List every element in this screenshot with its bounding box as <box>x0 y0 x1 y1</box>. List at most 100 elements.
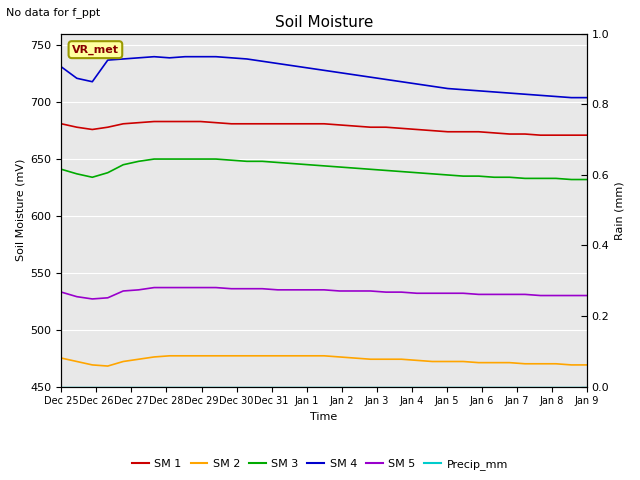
SM 2 <box>320 353 328 359</box>
Precip_mm <box>120 384 127 389</box>
SM 1 <box>135 120 143 126</box>
SM 5 <box>120 288 127 294</box>
Precip_mm <box>212 384 220 389</box>
SM 4 <box>135 55 143 60</box>
SM 3 <box>243 158 251 164</box>
Precip_mm <box>181 384 189 389</box>
SM 5 <box>521 291 529 297</box>
SM 1 <box>568 132 575 138</box>
SM 5 <box>336 288 344 294</box>
SM 2 <box>135 356 143 362</box>
SM 2 <box>212 353 220 359</box>
SM 1 <box>444 129 452 134</box>
SM 5 <box>351 288 359 294</box>
Precip_mm <box>475 384 483 389</box>
Precip_mm <box>104 384 111 389</box>
SM 5 <box>73 294 81 300</box>
SM 4 <box>274 60 282 66</box>
SM 4 <box>475 88 483 94</box>
SM 1 <box>150 119 158 124</box>
Precip_mm <box>506 384 513 389</box>
Legend: SM 1, SM 2, SM 3, SM 4, SM 5, Precip_mm: SM 1, SM 2, SM 3, SM 4, SM 5, Precip_mm <box>128 455 512 474</box>
SM 5 <box>444 290 452 296</box>
Text: No data for f_ppt: No data for f_ppt <box>6 7 100 18</box>
SM 5 <box>506 291 513 297</box>
SM 5 <box>196 285 204 290</box>
Y-axis label: Rain (mm): Rain (mm) <box>615 181 625 240</box>
SM 4 <box>506 90 513 96</box>
SM 4 <box>228 55 236 60</box>
SM 2 <box>367 356 374 362</box>
SM 2 <box>521 361 529 367</box>
SM 5 <box>289 287 297 293</box>
SM 4 <box>305 65 312 71</box>
SM 4 <box>336 70 344 75</box>
SM 4 <box>104 57 111 63</box>
SM 5 <box>397 289 405 295</box>
SM 4 <box>460 87 467 93</box>
Precip_mm <box>150 384 158 389</box>
SM 1 <box>181 119 189 124</box>
Line: SM 4: SM 4 <box>61 57 587 97</box>
SM 3 <box>397 168 405 174</box>
SM 3 <box>196 156 204 162</box>
SM 2 <box>150 354 158 360</box>
SM 4 <box>289 63 297 69</box>
SM 1 <box>259 121 266 127</box>
SM 1 <box>274 121 282 127</box>
SM 1 <box>413 127 420 132</box>
SM 1 <box>521 131 529 137</box>
SM 2 <box>120 359 127 364</box>
SM 3 <box>73 171 81 177</box>
SM 1 <box>289 121 297 127</box>
SM 2 <box>228 353 236 359</box>
Precip_mm <box>228 384 236 389</box>
SM 1 <box>428 128 436 133</box>
SM 4 <box>58 64 65 70</box>
Precip_mm <box>274 384 282 389</box>
Precip_mm <box>536 384 544 389</box>
SM 5 <box>320 287 328 293</box>
SM 5 <box>490 291 498 297</box>
SM 3 <box>135 158 143 164</box>
SM 1 <box>382 124 390 130</box>
Precip_mm <box>397 384 405 389</box>
SM 3 <box>259 158 266 164</box>
SM 4 <box>166 55 173 60</box>
Precip_mm <box>243 384 251 389</box>
SM 4 <box>428 84 436 89</box>
SM 4 <box>536 93 544 98</box>
Text: VR_met: VR_met <box>72 45 119 55</box>
Precip_mm <box>444 384 452 389</box>
Precip_mm <box>428 384 436 389</box>
SM 5 <box>552 293 560 299</box>
SM 5 <box>259 286 266 291</box>
Precip_mm <box>490 384 498 389</box>
SM 3 <box>150 156 158 162</box>
SM 2 <box>568 362 575 368</box>
SM 4 <box>150 54 158 60</box>
SM 2 <box>181 353 189 359</box>
SM 2 <box>88 362 96 368</box>
SM 2 <box>490 360 498 365</box>
SM 5 <box>382 289 390 295</box>
SM 5 <box>228 286 236 291</box>
SM 5 <box>460 290 467 296</box>
SM 1 <box>336 122 344 128</box>
SM 5 <box>428 290 436 296</box>
SM 5 <box>166 285 173 290</box>
SM 4 <box>413 81 420 87</box>
SM 5 <box>104 295 111 300</box>
Precip_mm <box>521 384 529 389</box>
SM 3 <box>444 172 452 178</box>
SM 1 <box>320 121 328 127</box>
SM 1 <box>88 127 96 132</box>
SM 5 <box>367 288 374 294</box>
Precip_mm <box>351 384 359 389</box>
SM 2 <box>583 362 591 368</box>
SM 3 <box>289 161 297 167</box>
SM 4 <box>181 54 189 60</box>
Line: SM 3: SM 3 <box>61 159 587 180</box>
SM 1 <box>166 119 173 124</box>
SM 4 <box>490 89 498 95</box>
